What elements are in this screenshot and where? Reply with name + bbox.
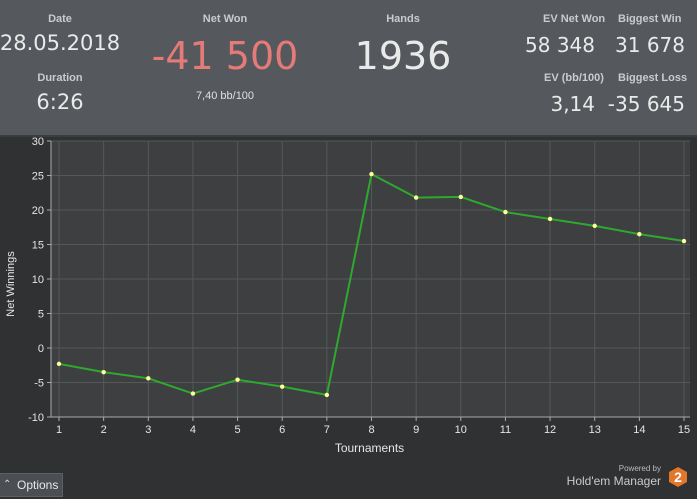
x-tick-label: 10 [455,424,467,436]
footer-bar: ⌃ Options Powered by Hold'em Manager 2 [0,464,697,499]
x-tick-label: 6 [279,424,285,436]
hem-logo-icon: 2 [669,467,687,487]
panel-divider [0,135,697,137]
biggest-loss-value: -35 645 [607,92,685,116]
y-tick-label: 5 [38,309,44,321]
ev-net-won-label: EV Net Won [543,13,606,25]
data-points [56,171,687,398]
options-label: Options [17,478,59,492]
chevron-up-icon: ⌃ [3,479,12,490]
data-point [324,392,330,398]
stats-panel: Date 28.05.2018 Duration 6:26 Net Won -4… [0,0,697,135]
x-tick-labels: 1 2 3 4 5 6 7 8 9 10 11 12 13 14 15 [56,424,690,436]
y-tick-label: -10 [28,412,44,424]
x-tick-label: 13 [589,424,601,436]
x-tick-label: 2 [101,424,107,436]
ev-bb100-value: 3,14 [550,92,595,116]
y-tick-label: 30 [32,137,44,148]
duration-label: Duration [37,72,83,84]
powered-by-text: Powered by [618,464,661,473]
data-point [592,223,597,229]
date-value: 28.05.2018 [0,31,121,55]
data-point [280,384,285,389]
net-won-value: -41 500 [151,34,299,78]
x-tick-label: 7 [324,424,330,436]
x-tick-label: 14 [633,424,645,436]
chart-grid [51,140,690,418]
y-tick-label: 0 [38,343,44,355]
x-tick-label: 15 [678,424,690,436]
biggest-win-value: 31 678 [615,33,685,57]
duration-value: 6:26 [36,90,84,114]
data-point [458,194,463,200]
chart-axes [47,140,690,421]
data-point [413,195,419,200]
brand-name: Hold'em Manager [566,474,661,488]
y-tick-label: 20 [32,205,44,217]
y-axis-label: Net Winnings [5,251,17,317]
x-tick-label: 11 [500,424,511,436]
data-point [235,377,240,382]
data-point [56,361,62,367]
x-axis-label: Tournaments [335,441,404,455]
logo-number: 2 [674,469,682,485]
data-point [101,369,106,375]
data-point [503,209,508,215]
y-tick-label: -5 [34,378,44,390]
data-point [369,171,374,177]
hands-value: 1936 [354,34,452,78]
data-point [146,376,151,381]
biggest-win-label: Biggest Win [618,13,682,25]
data-point [190,391,196,396]
ev-bb100-label: EV (bb/100) [544,72,604,84]
x-tick-label: 8 [368,424,374,436]
data-point [637,231,642,237]
x-tick-label: 3 [145,424,151,436]
data-point [547,216,553,222]
x-tick-label: 5 [235,424,241,436]
powered-by-block: Powered by Hold'em Manager [567,464,661,488]
y-tick-labels: -10 -5 0 5 10 15 20 25 30 [28,137,44,424]
date-label: Date [48,13,72,25]
net-won-bb100: 7,40 bb/100 [195,90,255,102]
x-tick-label: 12 [544,424,556,436]
x-tick-label: 1 [56,424,62,436]
ev-net-won-value: 58 348 [525,33,595,57]
net-won-label: Net Won [202,13,248,25]
y-tick-label: 10 [32,274,44,286]
biggest-loss-label: Biggest Loss [618,72,688,84]
options-button[interactable]: ⌃ Options [0,473,63,497]
net-winnings-chart: -10 -5 0 5 10 15 20 25 30 1 2 3 4 5 6 7 8 9 10 11 12 13 14 15 … [0,137,697,477]
x-tick-label: 4 [190,424,196,436]
hands-label: Hands [386,13,420,25]
y-tick-label: 25 [32,171,44,183]
y-tick-label: 15 [32,240,44,252]
data-point [681,238,687,244]
x-tick-label: 9 [413,424,419,436]
